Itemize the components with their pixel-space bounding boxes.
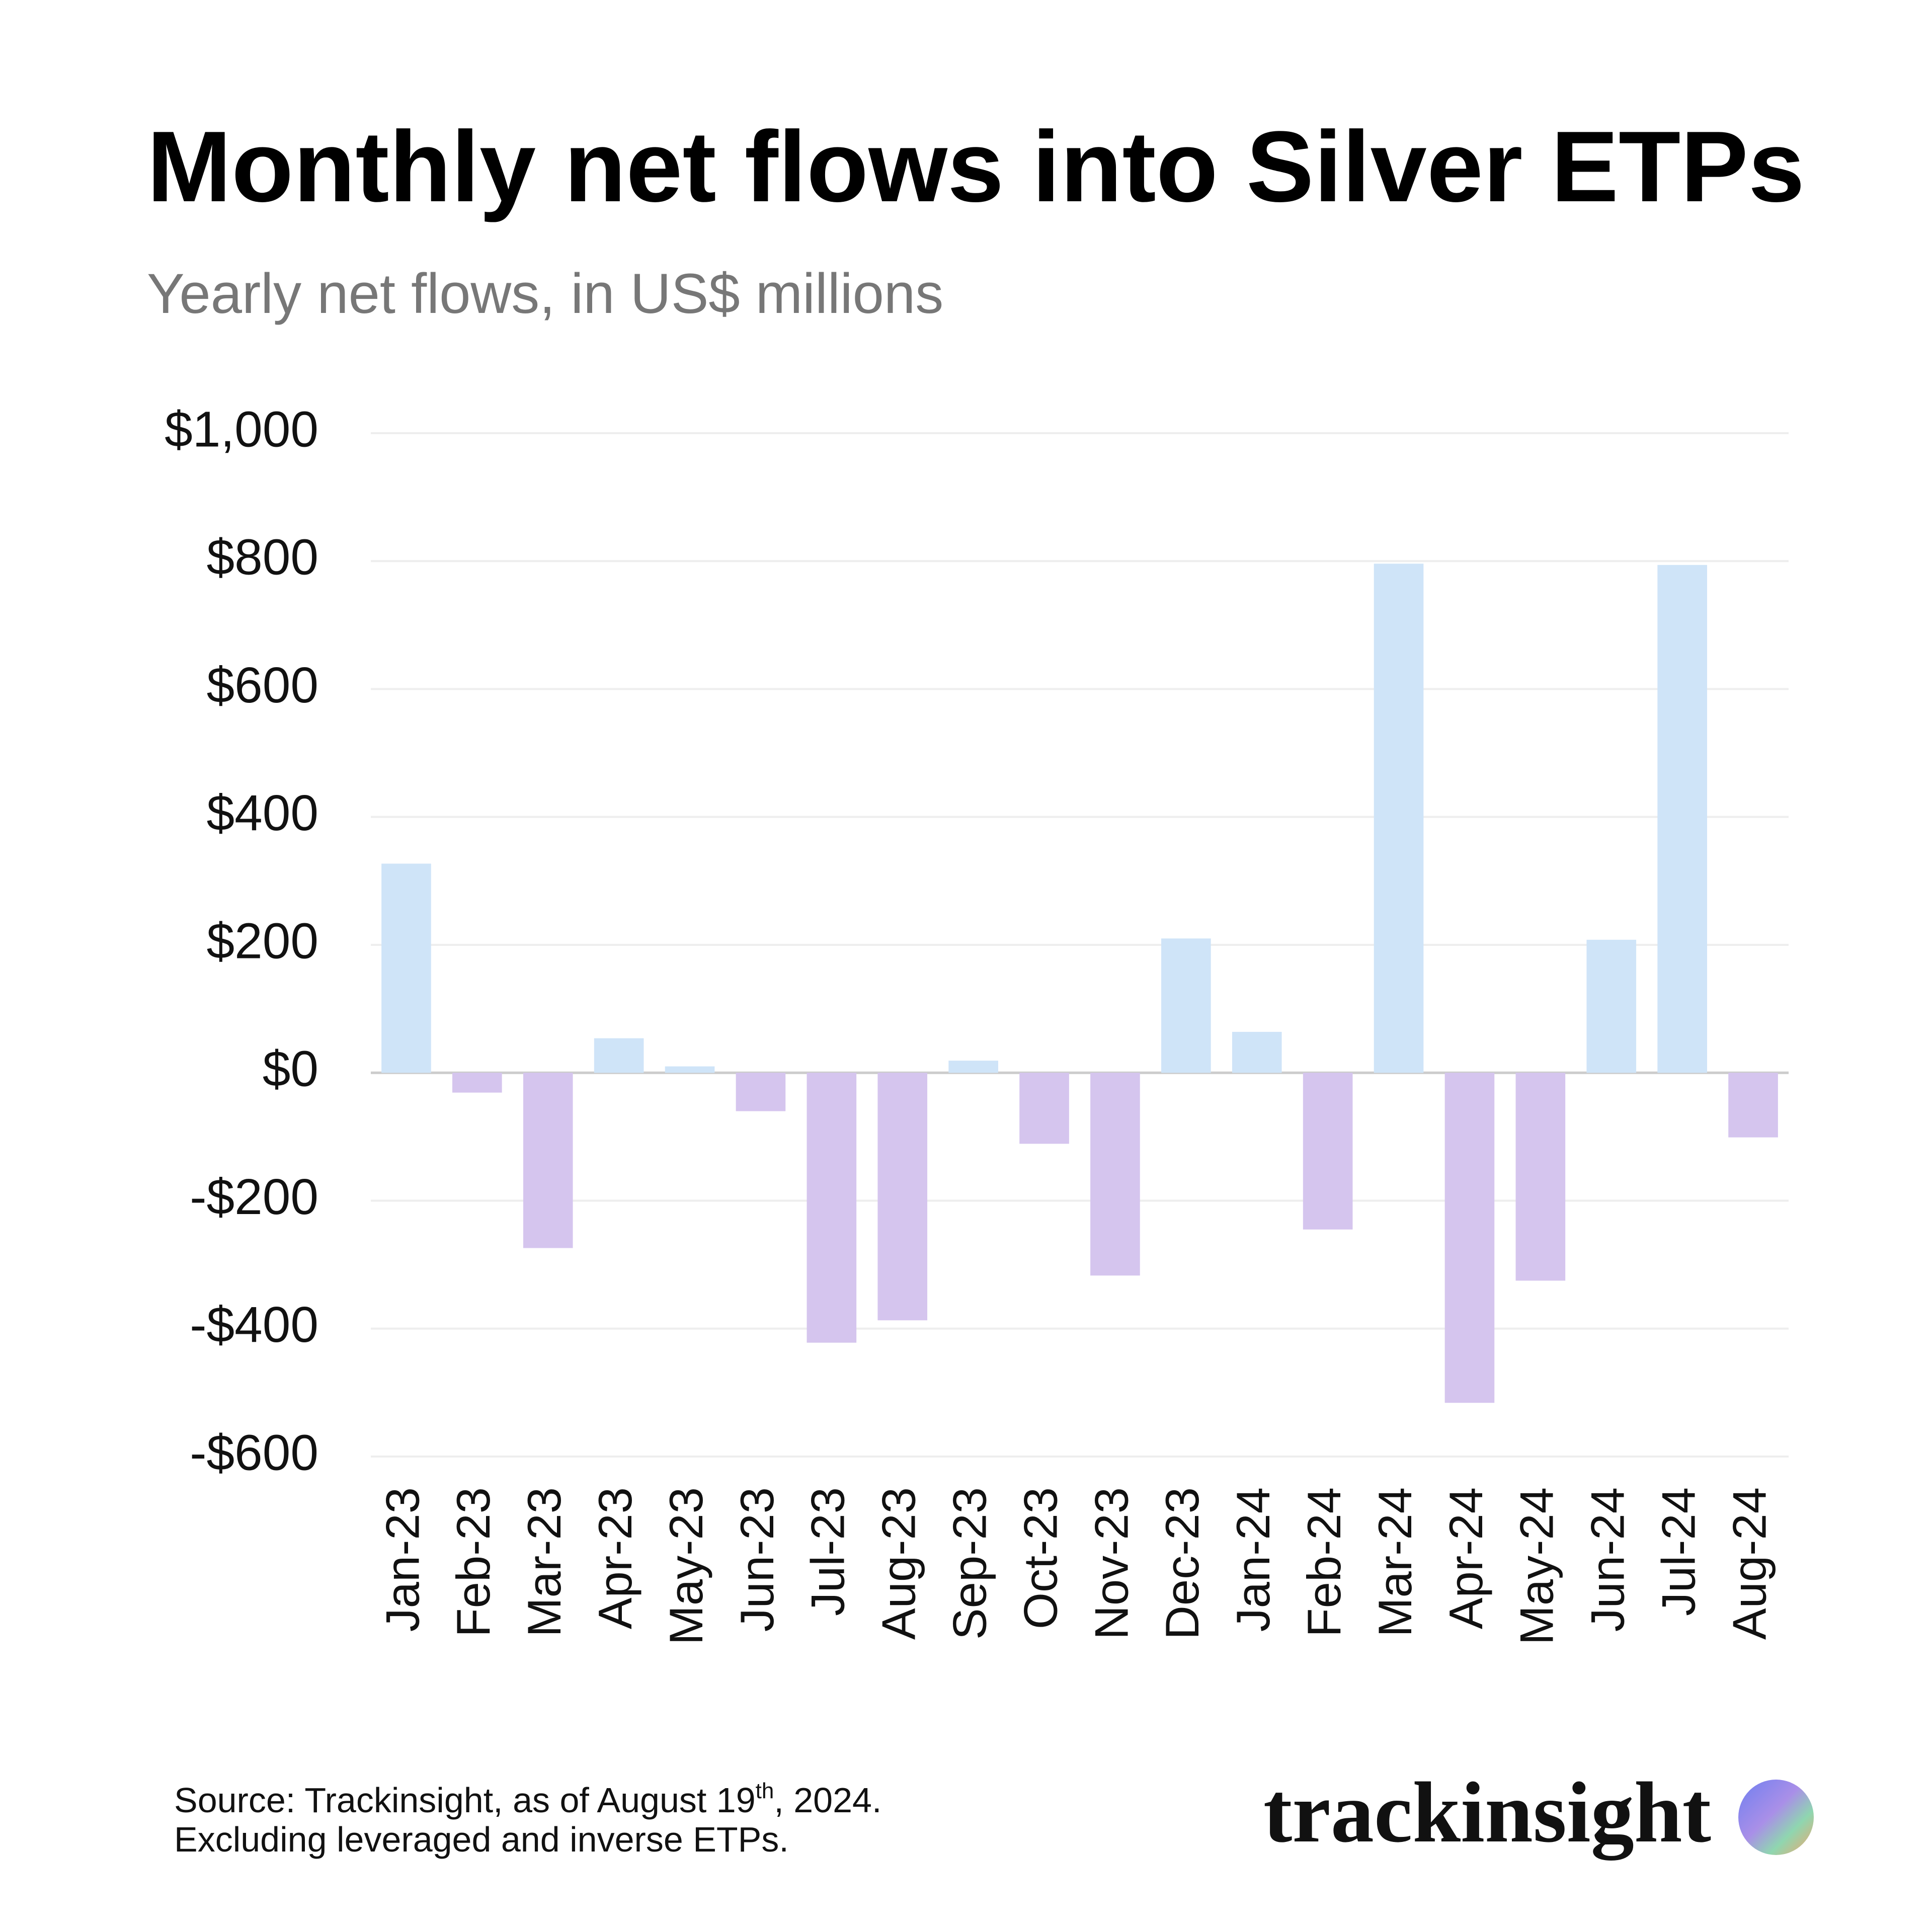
- footnote: Excluding leveraged and inverse ETPs.: [174, 1820, 789, 1859]
- bar: [1374, 564, 1424, 1073]
- bar: [807, 1073, 857, 1343]
- y-tick-label: $0: [263, 1041, 318, 1097]
- bar: [1586, 939, 1637, 1073]
- x-tick-label: May-23: [660, 1487, 712, 1645]
- x-tick-label: Jun-23: [731, 1487, 783, 1632]
- x-tick-label: Dec-23: [1156, 1487, 1209, 1640]
- x-tick-label: Apr-23: [589, 1487, 641, 1629]
- x-tick-label: Jun-24: [1581, 1487, 1634, 1632]
- bar: [381, 863, 431, 1073]
- x-tick-label: Apr-24: [1439, 1487, 1492, 1629]
- bar: [523, 1073, 573, 1248]
- x-tick-label: Jan-23: [376, 1487, 429, 1632]
- source-prefix: Source: Trackinsight, as of August 19: [174, 1781, 756, 1820]
- y-tick-label: $800: [207, 529, 318, 586]
- y-tick-label: $1,000: [165, 401, 318, 457]
- x-tick-label: Nov-23: [1085, 1487, 1138, 1640]
- x-tick-label: Mar-23: [518, 1487, 571, 1637]
- x-tick-label: Aug-23: [872, 1487, 925, 1640]
- logo-icon: [1738, 1780, 1814, 1855]
- y-tick-label: -$600: [190, 1424, 318, 1481]
- bar: [1303, 1073, 1353, 1230]
- bar: [1728, 1073, 1778, 1138]
- source-note: Source: Trackinsight, as of August 19th,…: [174, 1779, 881, 1820]
- bar: [1444, 1073, 1495, 1403]
- y-tick-label: -$200: [190, 1169, 318, 1225]
- y-tick-label: -$400: [190, 1297, 318, 1353]
- x-tick-label: Mar-24: [1369, 1487, 1421, 1637]
- y-tick-label: $400: [207, 785, 318, 841]
- logo-text: trackinsight: [1263, 1765, 1711, 1861]
- x-tick-label: Oct-23: [1014, 1487, 1067, 1629]
- bar: [594, 1038, 644, 1073]
- bar: [452, 1073, 502, 1093]
- x-tick-label: Jan-24: [1227, 1487, 1279, 1632]
- y-tick-label: $600: [207, 657, 318, 713]
- x-tick-label: Aug-24: [1723, 1487, 1776, 1640]
- plot-area: -$600 -$400 -$200 $0 $200 $400 $600 $800 $1,000 J…: [165, 401, 1789, 1645]
- bar: [1019, 1073, 1069, 1144]
- x-tick-label: Jul-23: [801, 1487, 854, 1616]
- x-tick-label: Sep-23: [943, 1487, 996, 1640]
- source-suffix: , 2024.: [774, 1781, 881, 1820]
- x-tick-label: Jul-24: [1652, 1487, 1705, 1616]
- x-tick-label: Feb-23: [447, 1487, 500, 1637]
- bar: [1515, 1073, 1566, 1281]
- source-superscript: th: [756, 1779, 774, 1803]
- bar: [877, 1073, 928, 1321]
- y-tick-label: $200: [207, 913, 318, 969]
- chart-title: Monthly net flows into Silver ETPs: [147, 111, 1805, 223]
- bar: [948, 1061, 998, 1073]
- bar: [736, 1073, 786, 1111]
- bar: [1161, 938, 1211, 1073]
- bar: [1090, 1073, 1140, 1276]
- bar: [1232, 1031, 1282, 1073]
- chart-subtitle: Yearly net flows, in US$ millions: [147, 262, 943, 325]
- bar: [1657, 565, 1707, 1073]
- x-tick-label: Feb-24: [1298, 1487, 1350, 1637]
- x-tick-label: May-24: [1510, 1487, 1563, 1645]
- bar: [665, 1066, 715, 1073]
